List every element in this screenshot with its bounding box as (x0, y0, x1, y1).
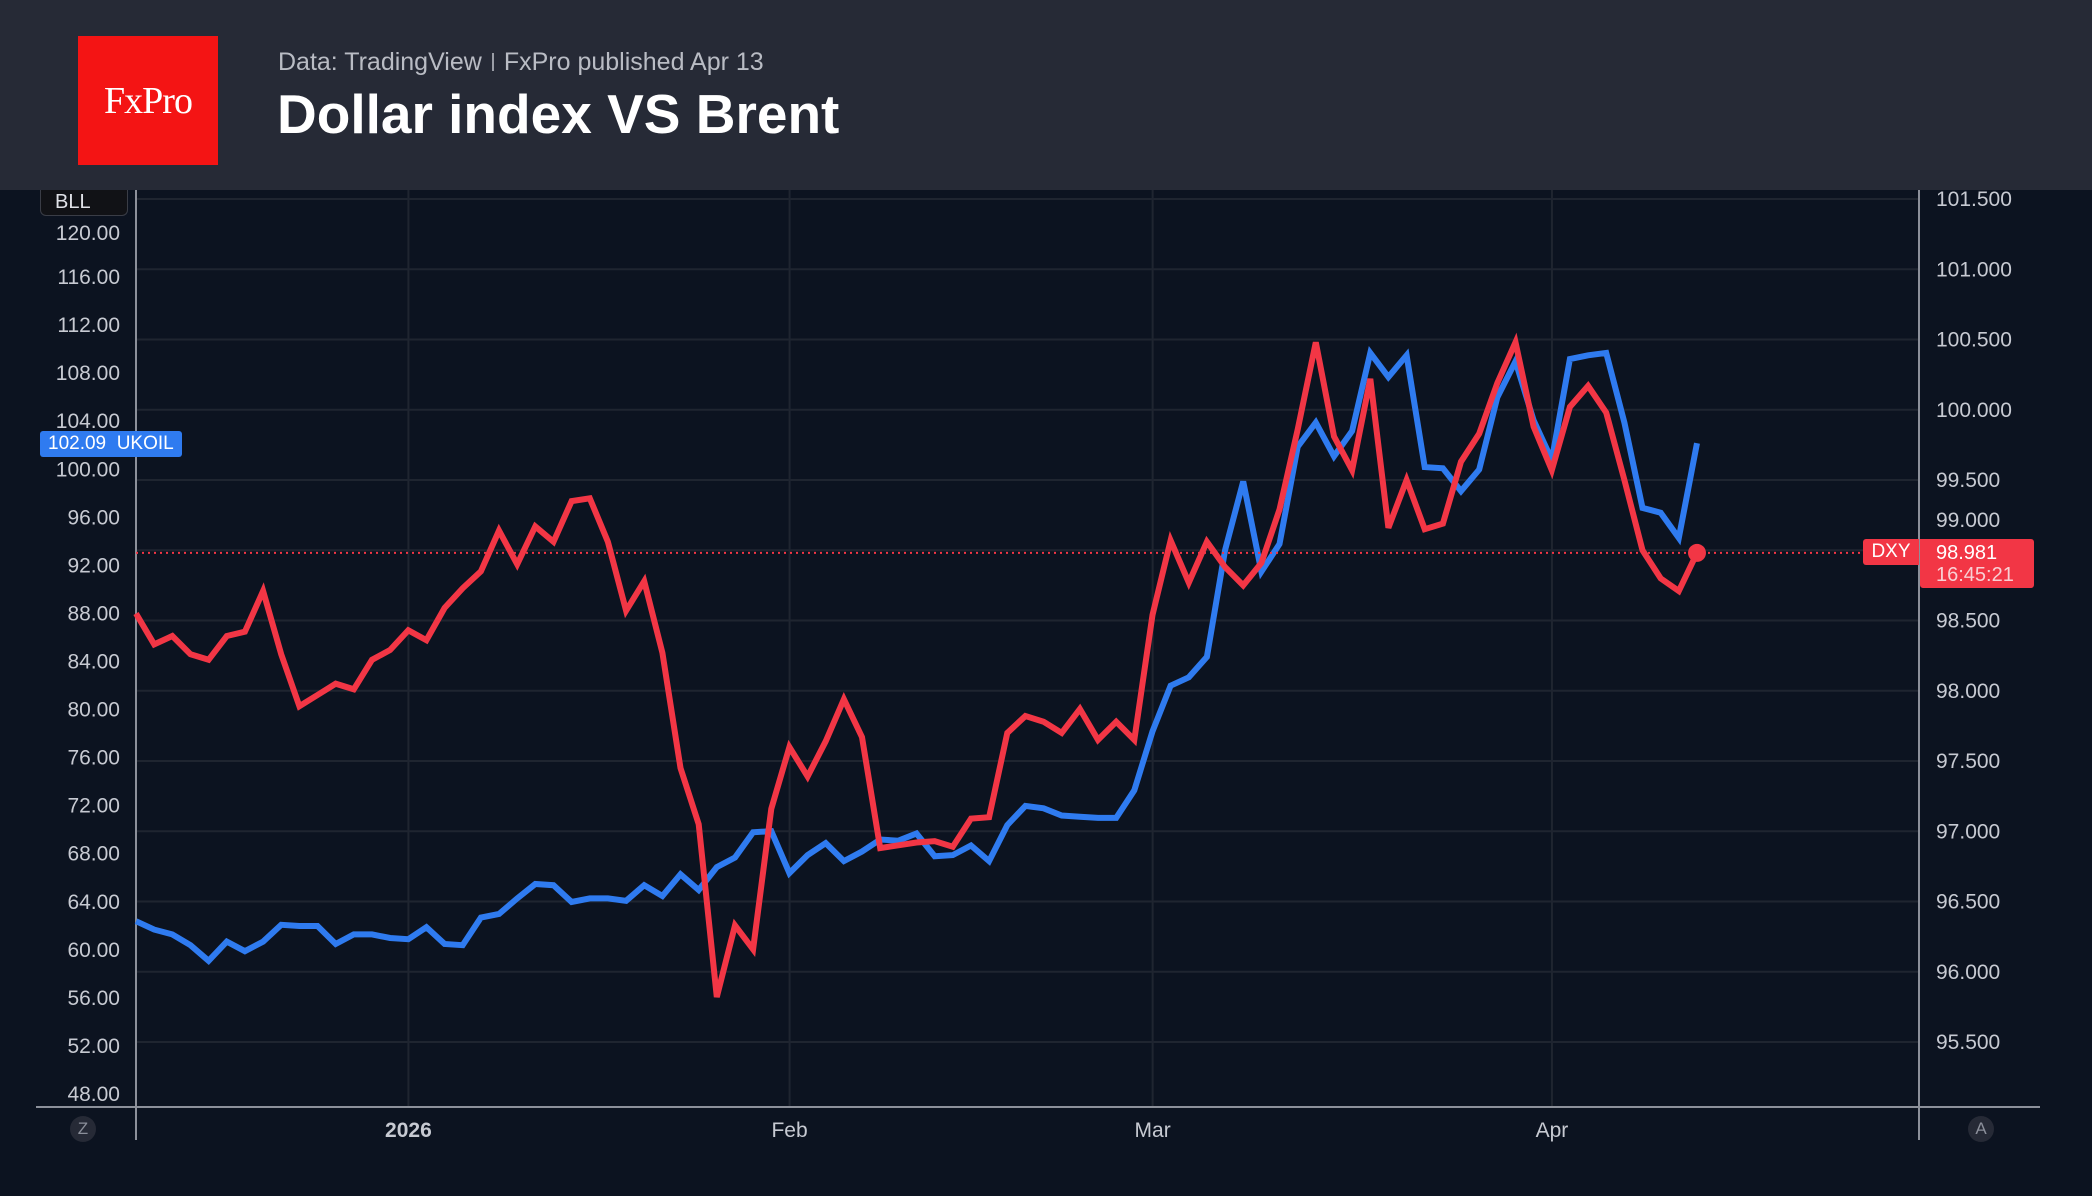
x-tick-label: Feb (771, 1119, 807, 1142)
dxy-name: DXY (1871, 541, 1911, 562)
scale-badge[interactable]: BLL (40, 190, 128, 216)
left-tick-label: 104.00 (56, 410, 120, 433)
left-tick-label: 96.00 (67, 506, 120, 529)
series-lines (133, 332, 1863, 998)
published-text: FxPro published Apr 13 (503, 48, 764, 76)
right-tick-label: 98.000 (1936, 680, 2000, 703)
x-tick-label: 2026 (385, 1119, 432, 1142)
right-tick-label: 95.500 (1936, 1031, 2000, 1054)
left-tick-label: 60.00 (67, 939, 120, 962)
right-tick-label: 97.000 (1936, 820, 2000, 843)
ukoil-name: UKOIL (116, 433, 174, 454)
left-tick-label: 72.00 (67, 795, 120, 818)
source-text: Data: TradingView (278, 48, 482, 76)
left-tick-label: 80.00 (67, 699, 120, 722)
tick-labels: 101.500 101.000 100.500 100.000 99.500 99.000… (56, 188, 2012, 1142)
right-tick-label: 100.500 (1936, 329, 2012, 352)
x-tick-label: Apr (1536, 1119, 1569, 1142)
left-tick-label: 112.00 (57, 314, 120, 337)
a-label: A (1975, 1119, 1987, 1138)
scale-label: BLL (55, 191, 91, 213)
left-tick-label: 100.00 (56, 458, 120, 481)
dxy-last-point (1688, 543, 1706, 562)
left-tick-label: 68.00 (67, 843, 120, 866)
dxy-price-badge: 98.981 16:45:21 (1920, 539, 2034, 588)
grid (136, 190, 1919, 1107)
dxy-countdown: 16:45:21 (1936, 564, 2014, 586)
z-label: Z (77, 1119, 89, 1138)
left-tick-label: 88.00 (67, 602, 120, 625)
dxy-value: 98.981 (1936, 542, 1998, 564)
ukoil-price-badge: 102.09 UKOIL (40, 431, 182, 457)
left-tick-label: 92.00 (67, 554, 120, 577)
right-tick-label: 96.500 (1936, 891, 2000, 914)
page-title: Dollar index VS Brent (277, 83, 840, 145)
left-tick-label: 48.00 (67, 1083, 120, 1106)
axes (36, 190, 2040, 1140)
series-line-dxy (133, 332, 1700, 998)
left-tick-label: 56.00 (67, 987, 120, 1010)
auto-scale-right-button[interactable]: A (1968, 1116, 1994, 1142)
logo-text: FxPro (104, 79, 193, 122)
auto-scale-left-button[interactable]: Z (70, 1116, 96, 1142)
left-tick-label: 76.00 (67, 747, 120, 770)
ukoil-value: 102.09 (48, 433, 107, 454)
right-tick-label: 96.000 (1936, 961, 2000, 984)
right-tick-label: 97.500 (1936, 750, 2000, 773)
dxy-name-badge: DXY (1863, 539, 1919, 565)
right-tick-label: 99.500 (1936, 469, 2000, 492)
series-line-ukoil (134, 345, 1700, 965)
right-tick-label: 100.000 (1936, 399, 2012, 422)
fxpro-logo: FxPro (78, 36, 218, 165)
left-tick-label: 116.00 (57, 266, 120, 289)
separator (491, 53, 494, 71)
left-tick-label: 64.00 (67, 891, 120, 914)
left-tick-label: 52.00 (67, 1035, 120, 1058)
left-tick-label: 84.00 (67, 651, 120, 674)
right-tick-label: 98.500 (1936, 610, 2000, 633)
x-tick-label: Mar (1135, 1119, 1171, 1142)
right-tick-label: 101.500 (1936, 188, 2012, 211)
right-tick-label: 99.000 (1936, 509, 2000, 532)
header: FxPro Data: TradingView FxPro published A… (0, 0, 2092, 190)
left-tick-label: 108.00 (56, 362, 120, 385)
left-tick-label: 120.00 (56, 222, 120, 245)
subtitle: Data: TradingView FxPro published Apr 13 (278, 48, 764, 77)
right-tick-label: 101.000 (1936, 258, 2012, 281)
